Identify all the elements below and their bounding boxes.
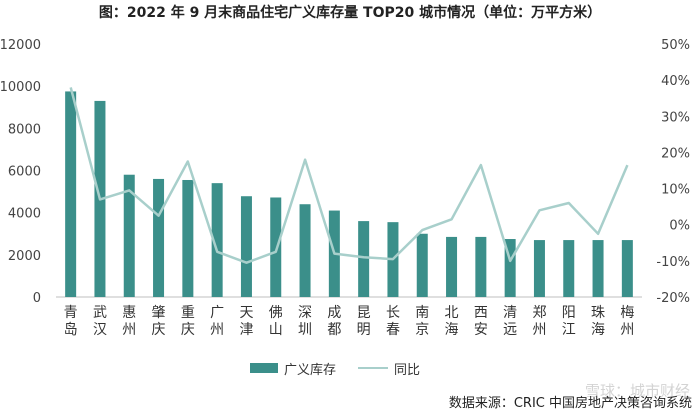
y-right-tick-label: 20% — [661, 146, 690, 161]
y-left-tick-label: 4000 — [8, 207, 41, 222]
chart-title: 图：2022 年 9 月末商品住宅广义库存量 TOP20 城市情况（单位：万平方… — [98, 5, 602, 21]
bar-19 — [592, 240, 604, 297]
y-left-tick-label: 2000 — [8, 249, 41, 264]
watermark-text: 雪球：城市财经 — [584, 382, 690, 400]
legend-item-inventory: 广义库存 — [250, 359, 336, 378]
bar-7 — [240, 196, 252, 297]
x-tick-label: 武汉 — [93, 305, 107, 338]
bar-11 — [358, 221, 370, 297]
x-tick-label: 肇庆 — [152, 305, 166, 338]
x-tick-label: 北海 — [445, 305, 459, 338]
bar-9 — [299, 204, 311, 297]
bar-14 — [446, 236, 458, 297]
x-tick-label: 深圳 — [298, 305, 312, 338]
x-tick-label: 惠州 — [122, 305, 136, 338]
y-right-tick-label: -20% — [656, 291, 690, 306]
x-tick-label: 清远 — [503, 305, 517, 338]
x-tick-label: 阳江 — [562, 305, 576, 338]
bar-6 — [211, 183, 223, 297]
bar-17 — [533, 240, 545, 297]
x-tick-label: 梅州 — [620, 305, 634, 338]
y-left-tick-label: 12000 — [0, 38, 41, 53]
legend-label-inventory: 广义库存 — [284, 362, 337, 378]
y-right-tick-label: -10% — [656, 255, 690, 270]
y-left-tick-label: 8000 — [8, 122, 41, 137]
legend-swatch-bar — [250, 363, 278, 373]
bar-18 — [563, 240, 575, 297]
y-right-tick-label: 30% — [661, 110, 690, 125]
y-left-tick-label: 10000 — [0, 80, 41, 95]
legend-label-yoy: 同比 — [394, 362, 421, 378]
chart-legend: 广义库存 同比 — [250, 359, 442, 378]
x-tick-label: 珠海 — [591, 305, 605, 338]
y-right-tick-label: 10% — [661, 183, 690, 198]
bar-8 — [270, 197, 282, 297]
legend-swatch-line — [358, 367, 389, 369]
bar-3 — [123, 174, 135, 297]
bar-13 — [416, 233, 428, 297]
x-tick-label: 郑州 — [532, 305, 546, 338]
bar-15 — [475, 236, 487, 297]
bar-5 — [182, 179, 194, 297]
bar-20 — [621, 240, 633, 297]
x-tick-label: 南京 — [415, 305, 429, 338]
legend-item-yoy: 同比 — [358, 359, 420, 378]
x-tick-label: 广州 — [210, 305, 224, 338]
bar-1 — [65, 91, 77, 297]
source-note: 数据来源：CRIC 中国房地产决策咨询系统 — [448, 396, 692, 411]
y-left-tick-label: 0 — [33, 291, 41, 306]
x-tick-label: 成都 — [327, 305, 341, 338]
x-tick-label: 天津 — [239, 305, 253, 338]
bar-4 — [153, 178, 165, 297]
y-right-tick-label: 50% — [661, 38, 690, 53]
x-tick-label: 佛山 — [269, 305, 283, 338]
y-left-tick-label: 6000 — [8, 165, 41, 180]
yoy-line — [69, 87, 629, 264]
x-tick-label: 长春 — [386, 305, 400, 338]
y-right-tick-label: 0% — [669, 219, 690, 234]
bar-16 — [504, 239, 516, 297]
x-tick-label: 重庆 — [181, 305, 195, 338]
x-tick-label: 昆明 — [357, 305, 371, 338]
x-tick-label: 西安 — [474, 305, 488, 338]
x-tick-label: 青岛 — [64, 305, 78, 338]
y-right-tick-label: 40% — [661, 74, 690, 89]
